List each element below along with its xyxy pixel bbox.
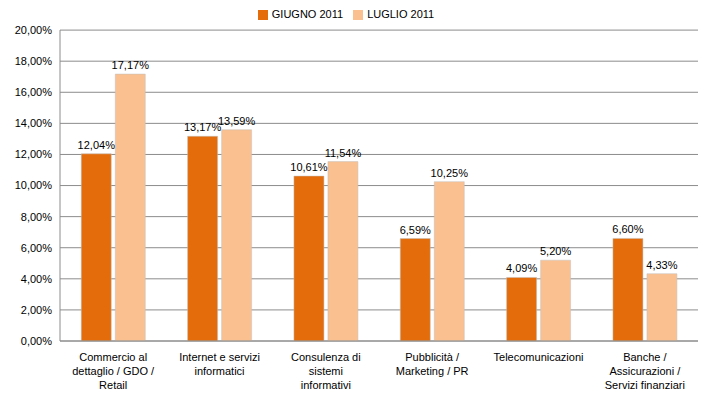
svg-text:4,33%: 4,33% bbox=[646, 259, 677, 271]
svg-text:Telecomunicazioni: Telecomunicazioni bbox=[494, 351, 584, 363]
svg-text:10,25%: 10,25% bbox=[431, 167, 469, 179]
svg-text:6,00%: 6,00% bbox=[21, 242, 52, 254]
html-text:GIUGNO 2011: GIUGNO 2011 bbox=[271, 8, 344, 20]
svg-text:Consulenza disistemiinformativ: Consulenza disistemiinformativi bbox=[291, 351, 361, 391]
svg-text:13,59%: 13,59% bbox=[218, 115, 256, 127]
svg-text:12,00%: 12,00% bbox=[15, 148, 53, 160]
svg-text:6,60%: 6,60% bbox=[612, 223, 643, 235]
svg-text:Internet e serviziinformatici: Internet e serviziinformatici bbox=[179, 351, 260, 377]
svg-text:Banche /Assicurazioni /Servizi: Banche /Assicurazioni /Servizi finanziar… bbox=[605, 351, 685, 391]
svg-text:17,17%: 17,17% bbox=[112, 59, 150, 71]
svg-text:16,00%: 16,00% bbox=[15, 86, 53, 98]
svg-text:12,04%: 12,04% bbox=[78, 139, 116, 151]
svg-text:0,00%: 0,00% bbox=[21, 335, 52, 347]
svg-text:10,61%: 10,61% bbox=[290, 161, 328, 173]
svg-text:5,20%: 5,20% bbox=[540, 245, 571, 257]
svg-text:Commercio aldettaglio / GDO /R: Commercio aldettaglio / GDO /Retail bbox=[72, 351, 155, 391]
svg-text:11,54%: 11,54% bbox=[325, 147, 362, 159]
svg-text:13,17%: 13,17% bbox=[184, 121, 222, 133]
svg-text:6,59%: 6,59% bbox=[400, 224, 431, 236]
svg-text:10,00%: 10,00% bbox=[15, 179, 53, 191]
svg-text:18,00%: 18,00% bbox=[15, 55, 53, 67]
svg-text:Pubblicità /Marketing / PR: Pubblicità /Marketing / PR bbox=[396, 351, 469, 377]
svg-text:14,00%: 14,00% bbox=[15, 117, 53, 129]
svg-text:8,00%: 8,00% bbox=[21, 211, 52, 223]
html-text:LUGLIO 2011: LUGLIO 2011 bbox=[367, 8, 435, 20]
svg-text:4,00%: 4,00% bbox=[21, 273, 52, 285]
svg-text:4,09%: 4,09% bbox=[506, 262, 537, 274]
svg-text:2,00%: 2,00% bbox=[21, 304, 52, 316]
svg-text:20,00%: 20,00% bbox=[15, 24, 53, 36]
